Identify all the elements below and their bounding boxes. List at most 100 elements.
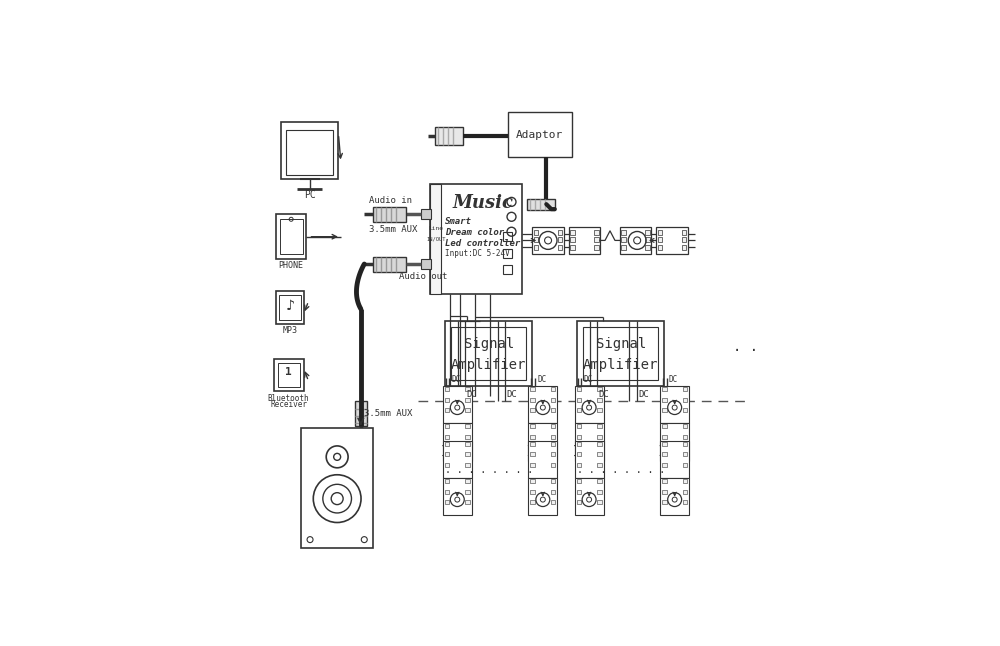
Bar xyxy=(465,442,470,446)
Bar xyxy=(569,227,600,254)
Bar xyxy=(443,478,472,516)
Text: Amplifier: Amplifier xyxy=(583,359,658,372)
Bar xyxy=(577,446,581,450)
Bar xyxy=(421,259,431,269)
Bar xyxy=(575,441,604,478)
Bar xyxy=(577,479,581,483)
Bar xyxy=(570,245,575,250)
Bar xyxy=(683,479,687,483)
Bar xyxy=(577,463,581,467)
Text: DC: DC xyxy=(638,390,649,399)
Text: Led controller: Led controller xyxy=(445,238,521,247)
Text: PHONE: PHONE xyxy=(279,261,304,270)
Bar xyxy=(445,463,449,467)
Bar xyxy=(281,122,338,180)
Text: Dream color: Dream color xyxy=(445,228,504,237)
Bar xyxy=(558,245,562,250)
Bar xyxy=(528,441,557,478)
Bar xyxy=(597,387,602,391)
Bar xyxy=(503,249,512,258)
Bar xyxy=(662,446,667,450)
Bar xyxy=(528,386,557,423)
Text: DC: DC xyxy=(507,390,517,399)
Bar xyxy=(683,435,687,439)
Bar xyxy=(683,446,687,450)
Bar xyxy=(597,397,602,402)
Bar xyxy=(551,387,555,391)
Bar xyxy=(621,237,626,242)
Text: Receiver: Receiver xyxy=(270,401,307,410)
Bar xyxy=(373,256,406,271)
Bar xyxy=(465,424,470,428)
Bar xyxy=(465,452,470,456)
Bar xyxy=(577,321,664,386)
Bar xyxy=(682,245,686,250)
Bar xyxy=(551,424,555,428)
Bar xyxy=(683,424,687,428)
Bar xyxy=(597,442,602,446)
Bar xyxy=(682,229,686,234)
Bar xyxy=(570,229,575,234)
Bar xyxy=(683,452,687,456)
Bar xyxy=(465,479,470,483)
Bar xyxy=(683,500,687,505)
Bar xyxy=(570,237,575,242)
Bar xyxy=(662,435,667,439)
Bar xyxy=(465,397,470,402)
Bar xyxy=(445,397,449,402)
Bar xyxy=(551,435,555,439)
Bar xyxy=(597,500,602,505)
Bar xyxy=(445,442,449,446)
Bar xyxy=(597,408,602,412)
Text: DC: DC xyxy=(537,375,546,384)
Bar xyxy=(534,229,538,234)
Bar xyxy=(274,359,304,391)
Bar xyxy=(551,408,555,412)
Text: DC: DC xyxy=(669,375,678,384)
Bar xyxy=(503,265,512,274)
Bar xyxy=(301,428,373,548)
Bar xyxy=(660,478,689,516)
Bar xyxy=(683,387,687,391)
Bar xyxy=(577,424,581,428)
Bar xyxy=(662,387,667,391)
Bar xyxy=(645,237,650,242)
Bar xyxy=(551,452,555,456)
Text: Adaptor: Adaptor xyxy=(516,130,563,140)
Bar xyxy=(645,229,650,234)
Bar xyxy=(660,386,689,423)
Bar xyxy=(445,435,449,439)
Text: Music: Music xyxy=(453,194,514,213)
Bar xyxy=(577,397,581,402)
Bar xyxy=(558,229,562,234)
Bar xyxy=(443,386,472,423)
Bar xyxy=(594,237,599,242)
Bar xyxy=(534,237,538,242)
Bar xyxy=(530,452,535,456)
Text: Smart: Smart xyxy=(445,217,472,226)
Text: · · · · · · · ·: · · · · · · · · xyxy=(577,468,665,478)
Bar xyxy=(683,397,687,402)
Bar xyxy=(577,408,581,412)
Bar xyxy=(530,479,535,483)
Bar xyxy=(445,446,449,450)
Bar xyxy=(280,219,303,254)
Text: 3.5mm AUX: 3.5mm AUX xyxy=(369,225,417,234)
Bar xyxy=(662,397,667,402)
Bar xyxy=(465,500,470,505)
Text: DC: DC xyxy=(467,390,477,399)
Text: MP3: MP3 xyxy=(282,326,297,335)
Bar xyxy=(577,500,581,505)
Bar xyxy=(597,452,602,456)
Bar xyxy=(683,408,687,412)
Bar xyxy=(575,478,604,516)
Bar xyxy=(373,207,406,222)
Bar xyxy=(662,408,667,412)
Bar xyxy=(662,479,667,483)
Bar xyxy=(276,214,306,259)
Bar xyxy=(662,452,667,456)
Text: DC: DC xyxy=(452,375,461,384)
Text: 1: 1 xyxy=(285,367,292,377)
Bar xyxy=(276,291,304,324)
Bar xyxy=(551,446,555,450)
